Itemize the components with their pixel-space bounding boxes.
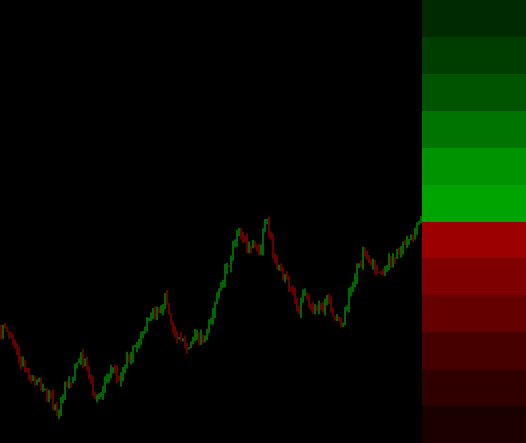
heat-cell [422,221,526,259]
candlestick-chart [0,216,422,419]
heat-cell [422,73,526,111]
price-chart[interactable] [0,0,422,443]
heat-cell [422,0,526,37]
heat-cell [422,147,526,185]
heat-cell [422,295,526,333]
heat-cell [422,406,526,443]
heat-cell [422,184,526,222]
heat-cell [422,36,526,74]
heat-cell [422,258,526,296]
heat-cell [422,369,526,407]
heat-cell [422,332,526,370]
market-depth-heat-panel [422,0,526,443]
heat-cell [422,110,526,148]
